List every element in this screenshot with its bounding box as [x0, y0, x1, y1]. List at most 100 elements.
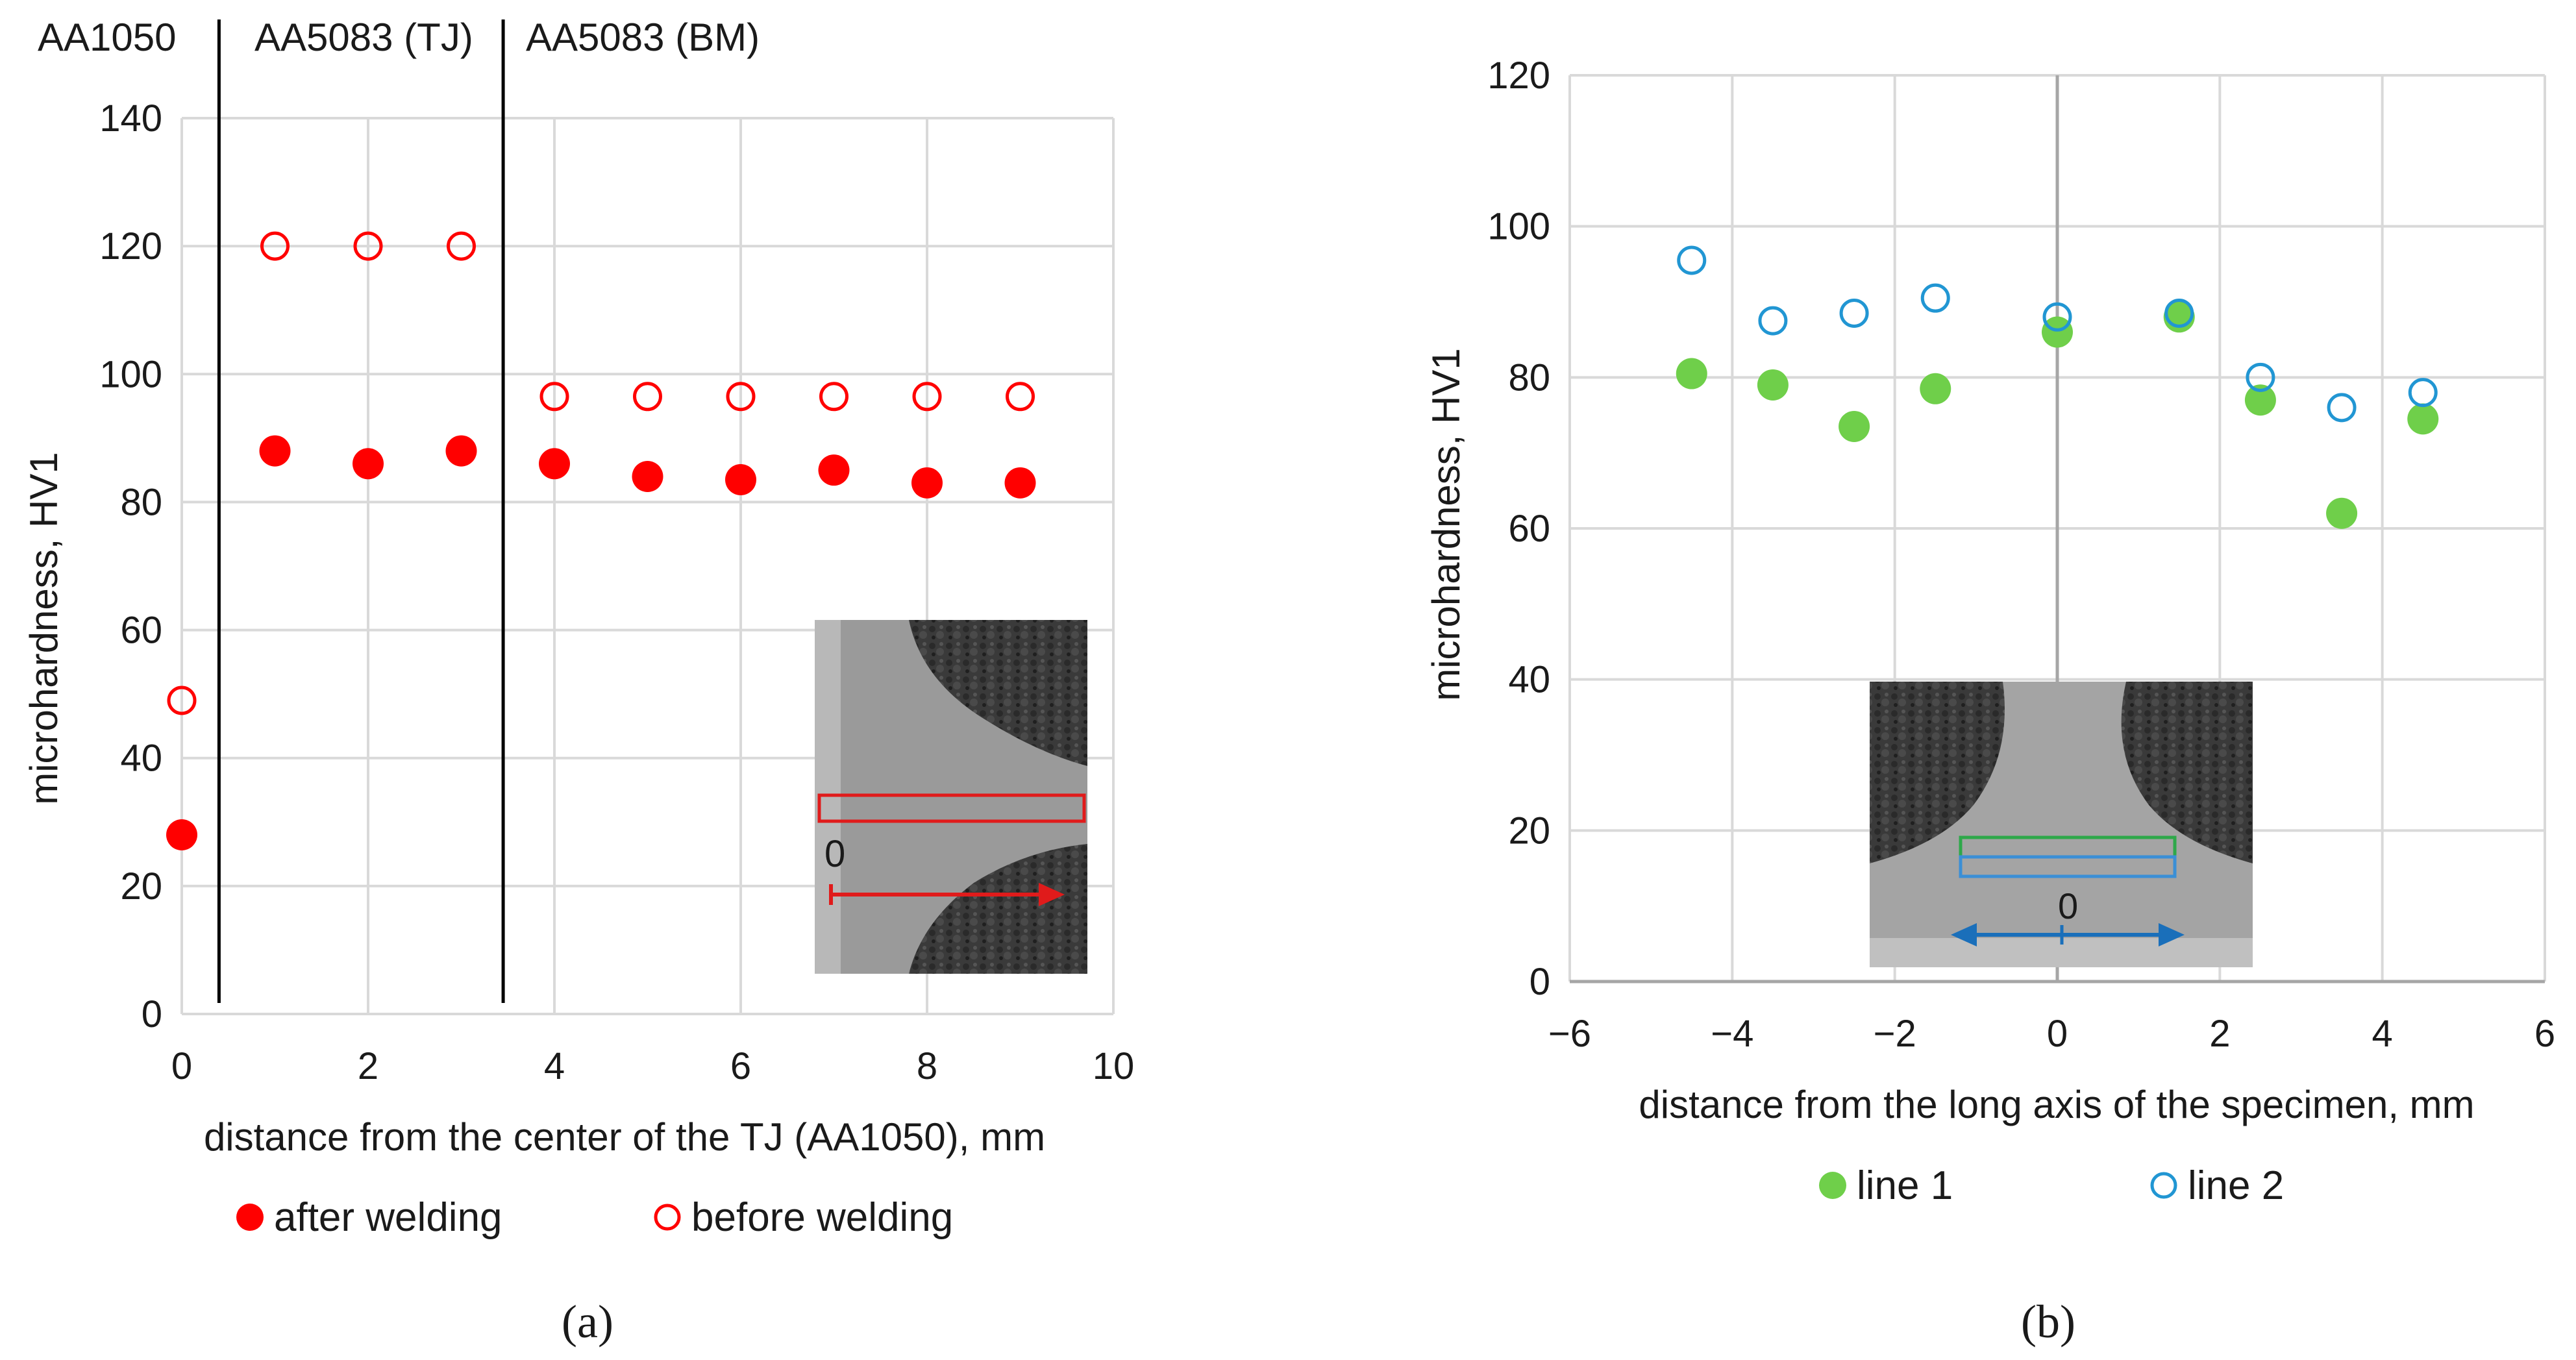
data-point-line-1: [1839, 410, 1870, 442]
y-tick-label: 20: [1508, 810, 1550, 852]
data-point-before-welding: [912, 382, 942, 412]
data-point-line-2: [1839, 298, 1869, 328]
data-point-line-2: [2164, 298, 2194, 328]
region-label-aa5083-bm: AA5083 (BM): [526, 16, 760, 59]
panel-a-x-axis-title: distance from the center of the TJ (AA10…: [204, 1115, 1045, 1159]
x-tick-label: −6: [1548, 1013, 1591, 1055]
legend-b-line1-marker: [1819, 1172, 1846, 1199]
x-tick-label: −2: [1874, 1013, 1916, 1055]
data-point-line-2: [1677, 245, 1707, 275]
panel-a-data-points: [166, 231, 1036, 850]
x-tick-label: 10: [1093, 1045, 1135, 1087]
panel-b-y-axis-title: microhardness, HV1: [1424, 348, 1468, 701]
x-tick-label: 2: [358, 1045, 378, 1087]
panel-b-chart: 0 20 40 60 80 100 120 −6 −4 −2 0 2 4 6 0 distance fr…: [1424, 55, 2555, 1348]
panel-b-inset-micrograph: 0: [1870, 682, 2253, 967]
data-point-before-welding: [447, 231, 476, 261]
data-point-before-welding: [726, 382, 756, 412]
legend-b-line1-label: line 1: [1857, 1163, 1953, 1208]
legend-a-after-welding-label: after welding: [274, 1195, 502, 1240]
x-tick-label: 8: [917, 1045, 937, 1087]
data-point-line-1: [2244, 384, 2276, 416]
y-tick-label: 40: [1508, 659, 1550, 701]
y-tick-label: 100: [1487, 206, 1550, 248]
data-point-after-welding: [539, 448, 570, 480]
data-point-after-welding: [725, 464, 756, 495]
panel-b-legend: line 1 line 2: [1819, 1163, 2284, 1208]
inset-b-arrowhead-right: [2159, 923, 2185, 946]
data-point-after-welding: [166, 819, 197, 850]
panel-a-caption: (a): [562, 1296, 613, 1348]
panel-b-caption: (b): [2021, 1296, 2075, 1348]
data-point-line-1: [2407, 403, 2439, 435]
data-point-line-1: [2042, 316, 2073, 348]
x-tick-label: 6: [730, 1045, 751, 1087]
y-tick-label: 60: [120, 610, 162, 652]
data-point-line-2: [2246, 362, 2275, 392]
data-point-line-2: [1920, 283, 1950, 313]
x-tick-label: 2: [2209, 1013, 2230, 1055]
panel-a-region-labels: AA1050 AA5083 (TJ) AA5083 (BM): [38, 16, 760, 59]
panel-a-region-boundaries: [217, 19, 505, 1003]
data-point-line-1: [1757, 369, 1789, 401]
x-tick-label: 6: [2534, 1013, 2555, 1055]
data-point-before-welding: [1006, 382, 1035, 412]
data-point-after-welding: [445, 435, 477, 467]
x-tick-label: 0: [2047, 1013, 2068, 1055]
data-point-before-welding: [633, 382, 662, 412]
x-tick-label: 4: [2372, 1013, 2393, 1055]
y-tick-label: 0: [142, 993, 162, 1035]
inset-b-arrowhead-left: [1951, 923, 1977, 946]
inset-b-weld-region: [1870, 682, 2253, 967]
data-point-after-welding: [1004, 467, 1036, 499]
x-tick-label: 0: [171, 1045, 192, 1087]
inset-a-measure-box: [817, 793, 1086, 823]
legend-a-after-welding-marker: [236, 1204, 264, 1231]
x-tick-label: 4: [544, 1045, 565, 1087]
panel-b-x-axis-title: distance from the long axis of the speci…: [1639, 1083, 2474, 1126]
y-tick-label: 100: [99, 353, 162, 395]
panel-a-y-axis-title: microhardness, HV1: [22, 452, 66, 805]
inset-a-arrowhead: [1039, 883, 1065, 906]
y-tick-label: 80: [1508, 356, 1550, 399]
x-tick-label: −4: [1711, 1013, 1753, 1055]
y-tick-label: 120: [99, 225, 162, 267]
panel-b-data-points: [1676, 245, 2439, 529]
inset-b-line2-box: [1959, 855, 2177, 878]
inset-b-zero-label: 0: [2058, 885, 2078, 926]
panel-a-y-tick-labels: 0 20 40 60 80 100 120 140: [99, 97, 162, 1035]
panel-a-x-tick-labels: 0 2 4 6 8 10: [171, 1045, 1134, 1087]
region-label-aa1050: AA1050: [38, 16, 177, 59]
y-tick-label: 20: [120, 865, 162, 908]
data-point-before-welding: [167, 686, 197, 715]
panel-b-y-tick-labels: 0 20 40 60 80 100 120: [1487, 55, 1550, 1003]
y-tick-label: 120: [1487, 55, 1550, 97]
data-point-before-welding: [539, 382, 569, 412]
y-tick-label: 0: [1530, 961, 1550, 1003]
panel-a-inset-micrograph: 0: [815, 620, 1087, 974]
data-point-after-welding: [818, 454, 850, 486]
y-tick-label: 40: [120, 737, 162, 780]
y-tick-label: 140: [99, 97, 162, 140]
data-point-before-welding: [819, 382, 848, 412]
panel-a-legend: after welding before welding: [236, 1195, 953, 1240]
data-point-line-2: [2408, 378, 2438, 408]
legend-b-line2-marker: [2150, 1172, 2177, 1199]
legend-a-before-welding-label: before welding: [691, 1195, 953, 1240]
region-label-aa5083-tj: AA5083 (TJ): [254, 16, 473, 59]
data-point-line-1: [2326, 497, 2358, 529]
legend-a-before-welding-marker: [654, 1204, 681, 1231]
data-point-before-welding: [260, 231, 290, 261]
data-point-line-2: [2327, 393, 2357, 423]
inset-a-zero-label: 0: [824, 833, 845, 875]
data-point-line-2: [2042, 302, 2072, 332]
panel-a-chart: 0 20 40 60 80 100 120 140 0 2 4 6 8 10 AA1050 AA5083…: [22, 16, 1134, 1348]
data-point-after-welding: [259, 435, 291, 467]
data-point-before-welding: [353, 231, 383, 261]
data-point-after-welding: [911, 467, 943, 499]
data-point-after-welding: [353, 448, 384, 480]
panel-b-x-tick-labels: −6 −4 −2 0 2 4 6: [1548, 1013, 2555, 1055]
y-tick-label: 80: [120, 481, 162, 523]
data-point-line-2: [1758, 306, 1788, 336]
